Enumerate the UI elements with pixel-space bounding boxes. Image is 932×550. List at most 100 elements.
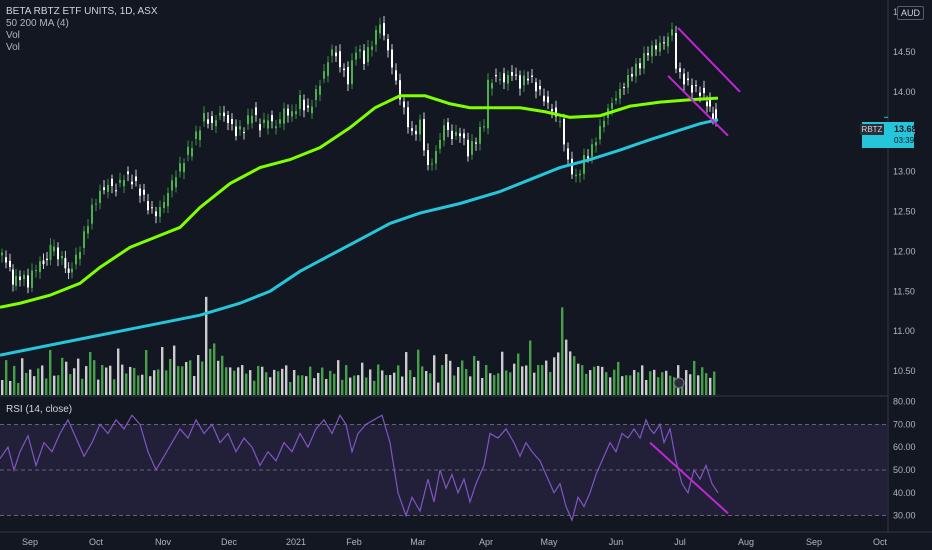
candle-body [407, 107, 409, 128]
candle-body [395, 70, 397, 81]
volume-bar [289, 382, 292, 395]
volume-bar [461, 360, 464, 395]
volume-bar [417, 349, 420, 395]
volume-bar [369, 369, 372, 395]
candle-body [579, 173, 581, 176]
candle-body [695, 85, 697, 87]
legend-title: BETA RBTZ ETF UNITS, 1D, ASX [6, 6, 158, 17]
volume-bar [229, 367, 232, 395]
volume-bar [209, 348, 212, 395]
volume-bar [329, 370, 332, 395]
volume-bar [105, 367, 108, 395]
volume-bar [457, 367, 460, 395]
candle-body [383, 23, 385, 36]
volume-bar [125, 373, 128, 395]
volume-bar [533, 372, 536, 395]
candle-body [639, 63, 641, 69]
candle-body [307, 105, 309, 108]
candle-body [391, 49, 393, 68]
candle-body [271, 115, 273, 122]
candle-body [563, 118, 565, 145]
candle-body [107, 184, 109, 192]
candle-body [487, 79, 489, 129]
time-tick-label: Oct [89, 537, 104, 547]
candle-body [627, 75, 629, 88]
volume-bar [121, 364, 124, 395]
volume-bar [85, 366, 88, 395]
volume-bar [537, 365, 540, 395]
volume-bar [541, 365, 544, 395]
candle-body [659, 42, 661, 52]
time-tick-label: Sep [22, 537, 38, 547]
candle-body [699, 92, 701, 96]
candle-body [523, 75, 525, 86]
volume-bar [657, 377, 660, 395]
currency-badge[interactable]: AUD [896, 6, 924, 20]
candle-body [283, 108, 285, 124]
volume-bar [661, 372, 664, 395]
volume-bar [589, 370, 592, 395]
price-tag: RBTZ 13.68 03:39:19 [860, 122, 925, 148]
volume-bar [513, 363, 516, 395]
time-tick-label: Oct [873, 537, 888, 547]
candle-body [49, 244, 52, 260]
volume-bar [613, 369, 616, 395]
candle-body [327, 62, 329, 76]
price-tick-label: 12.50 [893, 206, 916, 216]
candle-body [595, 142, 597, 146]
time-tick-label: 2021 [286, 537, 306, 547]
volume-bar [261, 366, 264, 395]
legend-vol-2: Vol [6, 42, 20, 53]
candle-body [559, 121, 561, 123]
candle-body [103, 187, 105, 191]
candle-body [709, 99, 711, 107]
volume-bar [381, 370, 384, 395]
candle-body [379, 24, 381, 34]
candle-body [259, 124, 261, 131]
volume-bar [253, 380, 256, 395]
candle-body [611, 103, 613, 109]
candle-body [215, 120, 217, 127]
candle-body [235, 126, 237, 137]
time-tick-label: Mar [410, 537, 426, 547]
volume-bar [233, 370, 236, 395]
candle-body [447, 122, 449, 131]
candle-body [503, 73, 505, 83]
price-tick-label: 14.50 [893, 47, 916, 57]
candle-body [339, 51, 341, 68]
volume-bar [357, 375, 360, 395]
candle-body [459, 133, 461, 137]
volume-bar [601, 366, 604, 395]
candle-body [227, 115, 229, 123]
volume-bar [117, 348, 120, 395]
rsi-tick-label: 50.00 [893, 465, 916, 475]
volume-bar [393, 372, 396, 395]
candle-body [495, 75, 497, 77]
legend-ma: 50 200 MA (4) [6, 18, 69, 29]
candle-body [443, 125, 445, 141]
candle-body [243, 132, 245, 134]
candle-body [61, 256, 63, 259]
volume-bar [437, 382, 440, 395]
candles [1, 16, 717, 294]
volume-bar [373, 380, 376, 395]
volume-bar [61, 357, 64, 395]
candle-body [295, 111, 297, 115]
candle-body [1, 252, 3, 256]
volume-bar [157, 369, 160, 395]
volume-bar [549, 372, 552, 395]
volume-bar [325, 378, 328, 395]
candle-body [131, 181, 133, 185]
rsi-line [0, 413, 719, 522]
volume-bar [269, 377, 272, 395]
candle-body [463, 133, 465, 139]
candle-body [23, 274, 25, 280]
candle-body [615, 98, 617, 101]
candle-body [515, 74, 517, 76]
candle-body [643, 53, 645, 69]
volume-bar [509, 372, 512, 395]
volume-bar [641, 365, 644, 395]
candle-body [535, 82, 537, 92]
time-tick-label: Jun [609, 537, 624, 547]
